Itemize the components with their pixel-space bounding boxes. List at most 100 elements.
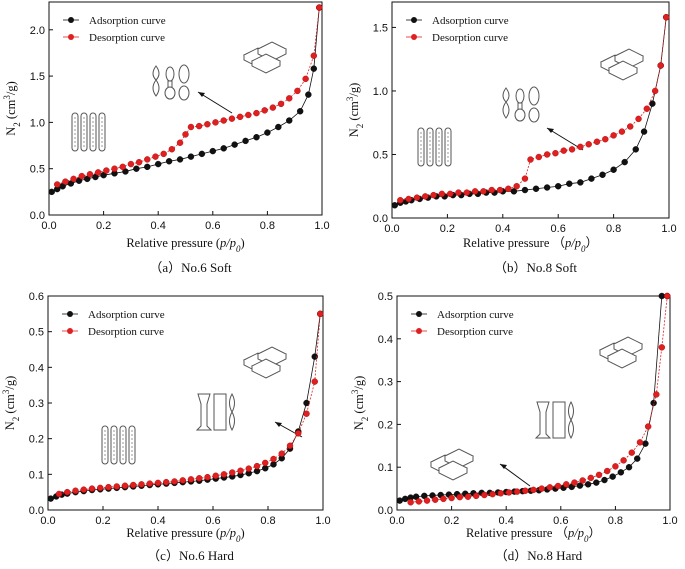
data-point (88, 485, 96, 492)
x-tick-label: 0.0 (40, 515, 55, 527)
chart-panel-4: 0.0 0.2 0.4 0.6 0.8 1.0 0.0 0.1 0.2 0.3 0.4 0.5 Rela… (350, 291, 678, 563)
y-tick-label: 0.5 (373, 149, 388, 161)
data-point (391, 202, 398, 209)
data-point (496, 186, 504, 194)
data-point (610, 132, 617, 139)
data-point (310, 65, 318, 72)
panel-caption: （a）No.6 Soft (149, 260, 232, 275)
data-point (456, 493, 463, 501)
data-point (535, 153, 543, 161)
x-tick-label: 1.0 (662, 515, 677, 527)
data-point (521, 186, 529, 194)
data-point (168, 146, 176, 153)
x-tick-label: 0.8 (260, 220, 275, 232)
data-point (643, 105, 651, 112)
data-point (296, 108, 304, 115)
data-point (527, 156, 534, 163)
data-point (237, 467, 244, 474)
data-point (286, 95, 293, 102)
x-tick-label: 0.6 (205, 515, 220, 527)
x-tick-label: 0.4 (151, 220, 166, 232)
data-point (397, 197, 404, 204)
data-point (245, 111, 252, 119)
data-point (552, 149, 559, 157)
legend: Adsorption curve Desorption curve (62, 309, 165, 338)
data-point (546, 484, 554, 491)
data-point (229, 469, 236, 476)
data-point (620, 457, 627, 464)
data-point (278, 450, 285, 457)
data-point (448, 494, 455, 502)
data-point (220, 117, 227, 124)
data-point (602, 136, 609, 143)
x-axis-label: Relative pressure （p/p0） (463, 236, 598, 254)
data-point (632, 146, 639, 153)
data-point (179, 477, 186, 484)
chart-panel-1: 0.0 0.2 0.4 0.6 0.8 1.0 0.0 0.5 1.0 1.5 2.0 Relativ… (2, 1, 330, 275)
data-point (103, 167, 110, 174)
panel-caption: （c）No.6 Hard (147, 548, 234, 563)
data-point (105, 483, 112, 491)
data-point (634, 455, 641, 462)
y-tick-label: 0.6 (29, 291, 44, 303)
data-point (113, 483, 120, 490)
legend-label: Desorption curve (437, 326, 513, 338)
data-point (228, 115, 236, 122)
data-point (176, 156, 184, 163)
data-point (566, 180, 573, 187)
y-axis-label: N2 (cm3/g) (1, 376, 21, 430)
pore-shape-illustration (417, 48, 645, 167)
data-point (55, 490, 63, 498)
x-tick-label: 1.0 (314, 220, 329, 232)
x-tick-label: 0.2 (95, 515, 110, 527)
series-adsorption (47, 310, 324, 502)
data-point (119, 163, 126, 171)
data-point (144, 163, 151, 171)
y-tick-label: 0.0 (373, 213, 388, 225)
legend-marker (411, 17, 417, 23)
data-point (196, 475, 203, 482)
data-point (513, 488, 521, 495)
data-point (94, 169, 102, 176)
data-point (609, 473, 616, 480)
series-desorption (53, 4, 323, 188)
data-point (64, 488, 71, 496)
y-tick-label: 1.5 (30, 71, 45, 83)
data-point (160, 150, 167, 158)
data-point (277, 100, 285, 108)
panel-caption: （d）No.8 Hard (495, 548, 583, 563)
data-point (80, 486, 87, 493)
x-tick-label: 1.0 (661, 223, 676, 235)
data-point (412, 493, 420, 500)
legend-marker (68, 17, 74, 23)
y-tick-label: 0.0 (29, 505, 44, 517)
legend-label: Desorption curve (432, 32, 508, 44)
data-point (245, 465, 252, 472)
data-point (78, 172, 85, 180)
data-point (262, 459, 269, 467)
chart-panel-3: 0.0 0.2 0.4 0.6 0.8 1.00.00.10.20.30.40.50.6R… (1, 291, 331, 563)
data-point (650, 399, 657, 407)
legend-label: Desorption curve (89, 32, 165, 44)
data-point (53, 181, 61, 188)
data-point (242, 137, 249, 145)
data-point (505, 185, 512, 192)
data-point (571, 479, 578, 486)
data-point (165, 158, 173, 165)
data-point (601, 476, 608, 484)
data-point (220, 471, 228, 478)
data-point (628, 449, 635, 456)
y-tick-label: 0.3 (378, 377, 393, 389)
data-point (187, 476, 195, 483)
y-tick-label: 0.5 (29, 327, 44, 339)
data-point (649, 100, 656, 107)
data-point (269, 104, 277, 111)
x-tick-label: 0.8 (608, 515, 623, 527)
data-point (480, 188, 487, 195)
data-point (70, 175, 77, 183)
data-point (253, 109, 260, 117)
data-point (182, 131, 189, 138)
data-point (432, 496, 439, 503)
data-point (522, 487, 529, 494)
